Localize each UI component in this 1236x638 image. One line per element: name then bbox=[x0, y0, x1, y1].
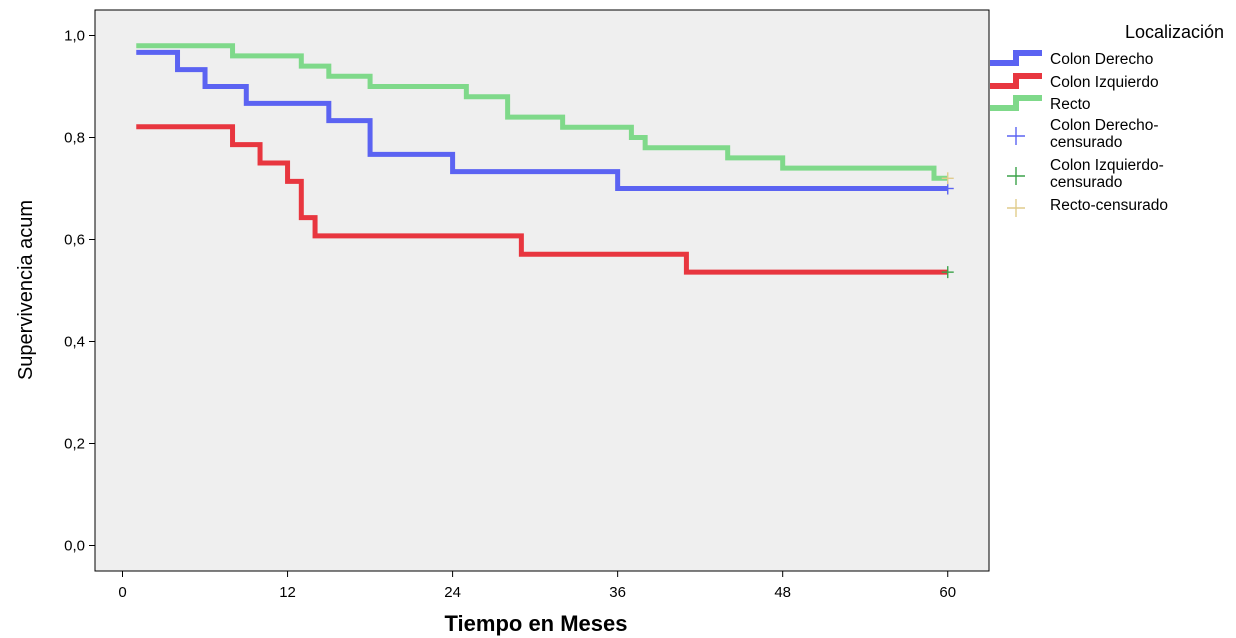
legend: Localización Colon Derecho Colon Izquierd… bbox=[990, 22, 1224, 217]
legend-marker-swatch bbox=[1007, 167, 1025, 185]
legend-line-swatch bbox=[990, 73, 1042, 89]
x-tick-label: 24 bbox=[444, 584, 461, 601]
x-tick-label: 48 bbox=[774, 584, 791, 601]
legend-label: Colon Derecho bbox=[1050, 51, 1153, 68]
legend-title: Localización bbox=[1125, 22, 1224, 42]
legend-label: Colon Izquierdo- bbox=[1050, 157, 1164, 174]
y-tick-label: 0,8 bbox=[64, 130, 85, 147]
x-axis: 0 12 24 36 48 60 bbox=[118, 571, 956, 601]
y-axis: 0,0 0,2 0,4 0,6 0,8 1,0 bbox=[64, 28, 95, 555]
legend-line-swatch bbox=[990, 95, 1042, 111]
legend-marker-swatch bbox=[1007, 127, 1025, 145]
plot-area bbox=[94, 9, 990, 572]
series-layer bbox=[136, 43, 948, 275]
legend-label: censurado bbox=[1050, 174, 1122, 191]
x-tick-label: 0 bbox=[118, 584, 126, 601]
censor-mark bbox=[941, 266, 954, 279]
y-tick-label: 0,6 bbox=[64, 232, 85, 249]
series-line-0 bbox=[136, 49, 948, 191]
legend-marker-swatch bbox=[1007, 199, 1025, 217]
y-tick-label: 0,4 bbox=[64, 334, 85, 351]
y-axis-title: Supervivencia acum bbox=[15, 200, 37, 380]
x-axis-title: Tiempo en Meses bbox=[445, 611, 628, 636]
y-tick-label: 1,0 bbox=[64, 28, 85, 45]
series-line-2 bbox=[136, 43, 948, 181]
legend-line-swatch bbox=[990, 50, 1042, 66]
legend-label: Colon Derecho- bbox=[1050, 117, 1159, 134]
legend-label: censurado bbox=[1050, 134, 1122, 151]
y-tick-label: 0,0 bbox=[64, 538, 85, 555]
censor-mark bbox=[941, 182, 954, 195]
x-tick-label: 36 bbox=[609, 584, 626, 601]
x-tick-label: 60 bbox=[939, 584, 956, 601]
x-tick-label: 12 bbox=[279, 584, 296, 601]
legend-label: Colon Izquierdo bbox=[1050, 74, 1159, 91]
y-tick-label: 0,2 bbox=[64, 436, 85, 453]
legend-label: Recto-censurado bbox=[1050, 197, 1168, 214]
censor-marks bbox=[941, 172, 954, 279]
legend-label: Recto bbox=[1050, 96, 1091, 113]
series-line-1 bbox=[136, 124, 948, 275]
censor-mark bbox=[941, 172, 954, 185]
